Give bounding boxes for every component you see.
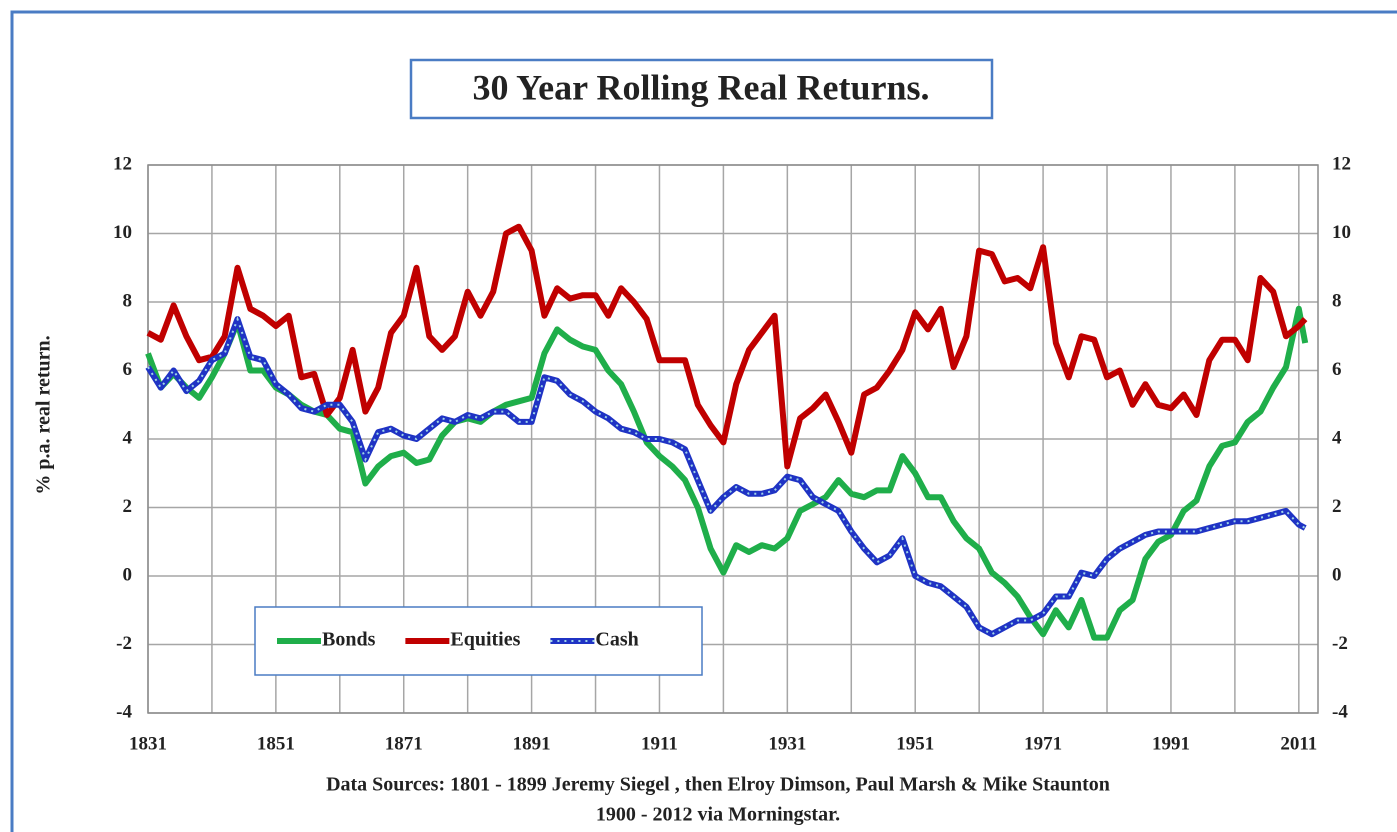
x-tick-label: 1971 xyxy=(1024,733,1062,754)
y-axis-label: % p.a. real return. xyxy=(33,335,55,494)
y2-tick-label: -2 xyxy=(1332,633,1348,654)
legend-box xyxy=(254,606,703,676)
legend-label: Equities xyxy=(450,629,520,651)
title-box xyxy=(409,58,994,120)
source-note: Data Sources: 1801 - 1899 Jeremy Siegel … xyxy=(326,774,1110,796)
series-line xyxy=(145,316,1307,638)
plot-border xyxy=(147,164,1319,714)
y2-tick-label: 10 xyxy=(1332,222,1351,243)
legend: Bonds Equities Cash xyxy=(254,606,703,676)
series-line xyxy=(146,223,1308,470)
y2-tick-label: 12 xyxy=(1332,153,1351,174)
x-tick-label: 1831 xyxy=(129,733,167,754)
y-tick-label: -2 xyxy=(116,633,132,654)
chart-title: 30 Year Rolling Real Returns. xyxy=(473,67,930,107)
x-tick-label: 1891 xyxy=(513,733,551,754)
y2-tick-label: 6 xyxy=(1332,359,1342,380)
y2-tick-label: 0 xyxy=(1332,564,1342,585)
y-tick-label: 6 xyxy=(123,359,133,380)
x-tick-label: 1991 xyxy=(1152,733,1190,754)
y2-tick-label: 4 xyxy=(1332,427,1342,448)
y-tick-label: -4 xyxy=(116,701,132,722)
frame xyxy=(10,10,1397,832)
legend-label: Bonds xyxy=(322,629,376,651)
series-line-dots xyxy=(147,316,1306,636)
y2-tick-label: 8 xyxy=(1332,290,1342,311)
y-tick-label: 0 xyxy=(123,564,133,585)
legend-label: Cash xyxy=(595,629,638,651)
y-tick-label: 8 xyxy=(123,290,133,311)
y-tick-label: 4 xyxy=(123,427,133,448)
source-note: 1900 - 2012 via Morningstar. xyxy=(596,804,840,826)
y-tick-label: 10 xyxy=(113,222,132,243)
series-line xyxy=(145,305,1309,641)
y-tick-label: 12 xyxy=(113,153,132,174)
x-tick-label: 2011 xyxy=(1280,733,1317,754)
x-tick-label: 1911 xyxy=(641,733,678,754)
y-tick-label: 2 xyxy=(123,496,133,517)
y2-tick-label: 2 xyxy=(1332,496,1342,517)
y2-tick-label: -4 xyxy=(1332,701,1348,722)
x-tick-label: 1931 xyxy=(768,733,806,754)
x-tick-label: 1871 xyxy=(385,733,423,754)
x-tick-label: 1951 xyxy=(896,733,934,754)
x-tick-label: 1851 xyxy=(257,733,295,754)
